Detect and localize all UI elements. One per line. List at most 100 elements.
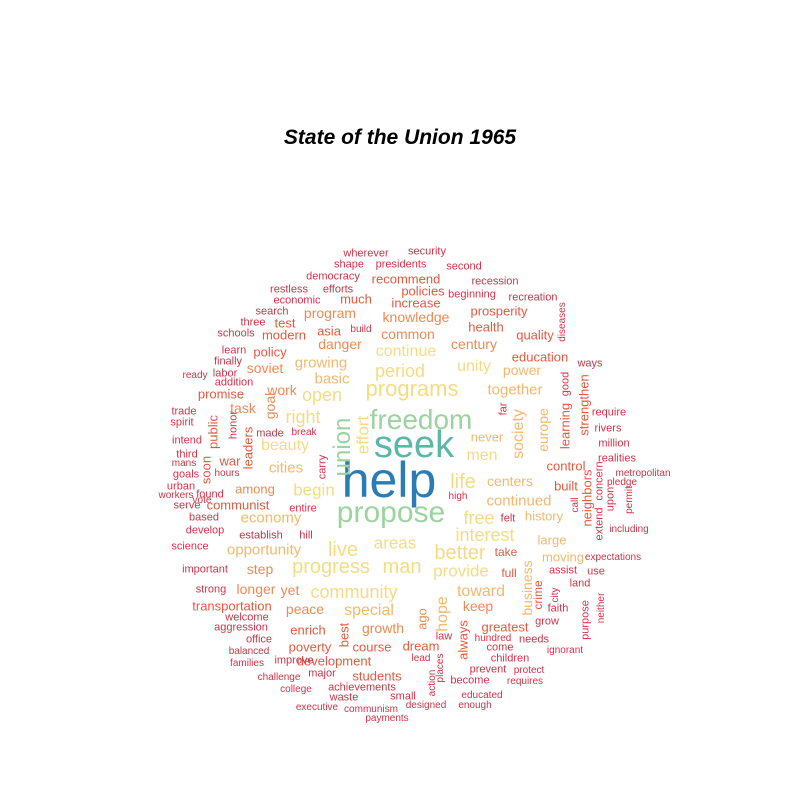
word-cities: cities xyxy=(268,459,304,477)
word-labor: labor xyxy=(212,367,238,380)
word-important: important xyxy=(182,563,228,576)
word-community: community xyxy=(310,582,398,602)
word-crime: crime xyxy=(531,580,545,610)
word-balanced: balanced xyxy=(228,646,270,657)
word-open: open xyxy=(301,385,343,405)
word-enrich: enrich xyxy=(290,622,326,638)
word-greatest: greatest xyxy=(481,619,529,635)
word-including: including xyxy=(609,524,649,535)
word-right: right xyxy=(285,407,321,427)
word-transportation: transportation xyxy=(192,598,272,614)
word-always: always xyxy=(455,620,471,660)
word-law: law xyxy=(435,630,453,643)
word-society: society xyxy=(510,409,527,459)
word-areas: areas xyxy=(373,533,417,553)
word-step: step xyxy=(246,561,274,577)
word-union: union xyxy=(329,417,356,477)
word-far: far xyxy=(497,402,510,416)
word-beauty: beauty xyxy=(260,437,310,454)
word-recession: recession xyxy=(471,275,519,288)
word-made: made xyxy=(256,427,284,440)
word-dream: dream xyxy=(402,638,440,654)
word-large: large xyxy=(537,532,567,548)
word-progress: progress xyxy=(292,556,370,578)
word-neighbors: neighbors xyxy=(579,469,595,527)
word-development: development xyxy=(296,653,372,669)
word-economic: economic xyxy=(273,294,321,307)
word-recommend: recommend xyxy=(371,271,441,287)
word-communism: communism xyxy=(344,704,398,715)
word-education: education xyxy=(511,349,569,365)
word-continue: continue xyxy=(375,343,437,360)
word-rivers: rivers xyxy=(594,422,622,435)
word-upon: upon xyxy=(604,486,617,512)
word-growth: growth xyxy=(361,620,405,636)
word-moving: moving xyxy=(542,549,584,565)
word-permit: permit xyxy=(624,486,635,514)
word-europe: europe xyxy=(535,408,551,452)
word-prosperity: prosperity xyxy=(470,303,528,319)
word-science: science xyxy=(171,540,209,553)
word-use: use xyxy=(587,565,605,578)
word-together: together xyxy=(487,381,543,399)
word-growing: growing xyxy=(294,354,348,372)
word-recreation: recreation xyxy=(508,291,558,304)
word-third: third xyxy=(176,448,198,461)
word-workers: workers xyxy=(158,490,194,501)
word-continued: continued xyxy=(486,492,552,510)
word-become: become xyxy=(450,674,490,687)
word-finally: finally xyxy=(213,355,243,368)
word-leaders: leaders xyxy=(240,426,256,470)
word-control: control xyxy=(546,458,586,474)
word-metropolitan: metropolitan xyxy=(615,468,671,479)
word-ways: ways xyxy=(577,357,603,370)
word-protect: protect xyxy=(513,665,545,676)
word-achievements: achievements xyxy=(328,681,396,694)
word-felt: felt xyxy=(500,512,516,525)
word-strong: strong xyxy=(195,583,227,596)
word-longer: longer xyxy=(236,581,276,597)
word-programs: programs xyxy=(365,376,459,401)
word-wherever: wherever xyxy=(343,247,389,260)
word-waste: waste xyxy=(329,691,359,704)
word-trade: trade xyxy=(171,405,197,418)
word-economy: economy xyxy=(240,509,302,527)
word-full: full xyxy=(501,566,517,580)
word-common: common xyxy=(381,326,435,342)
word-yet: yet xyxy=(280,582,300,598)
word-communist: communist xyxy=(206,497,270,513)
word-carry: carry xyxy=(316,454,329,480)
word-power: power xyxy=(502,362,542,378)
word-build: build xyxy=(350,324,372,335)
word-college: college xyxy=(280,684,312,695)
word-democracy: democracy xyxy=(306,270,360,283)
word-ago: ago xyxy=(414,608,430,630)
word-danger: danger xyxy=(318,336,362,352)
word-small: small xyxy=(390,690,416,703)
word-take: take xyxy=(494,545,518,559)
word-public: public xyxy=(205,415,221,449)
word-based: based xyxy=(189,511,219,524)
word-addition: addition xyxy=(214,376,254,389)
word-office: office xyxy=(245,633,273,646)
word-ignorant: ignorant xyxy=(546,645,584,656)
word-enough: enough xyxy=(458,700,492,711)
word-prevent: prevent xyxy=(469,663,507,676)
word-hundred: hundred xyxy=(474,633,512,644)
word-man: man xyxy=(382,556,422,578)
word-increase: increase xyxy=(391,295,441,311)
word-work: work xyxy=(267,382,297,398)
word-expectations: expectations xyxy=(584,552,642,563)
word-students: students xyxy=(352,668,402,684)
word-strengthen: strengthen xyxy=(576,374,592,436)
word-course: course xyxy=(352,639,392,655)
word-asia: asia xyxy=(317,323,341,339)
word-executive: executive xyxy=(295,702,339,713)
word-schools: schools xyxy=(217,327,255,340)
word-grow: grow xyxy=(535,615,559,628)
chart-title: State of the Union 1965 xyxy=(283,126,517,149)
word-learning: learning xyxy=(557,402,573,450)
word-action: action xyxy=(427,669,438,697)
word-establish: establish xyxy=(239,529,283,542)
